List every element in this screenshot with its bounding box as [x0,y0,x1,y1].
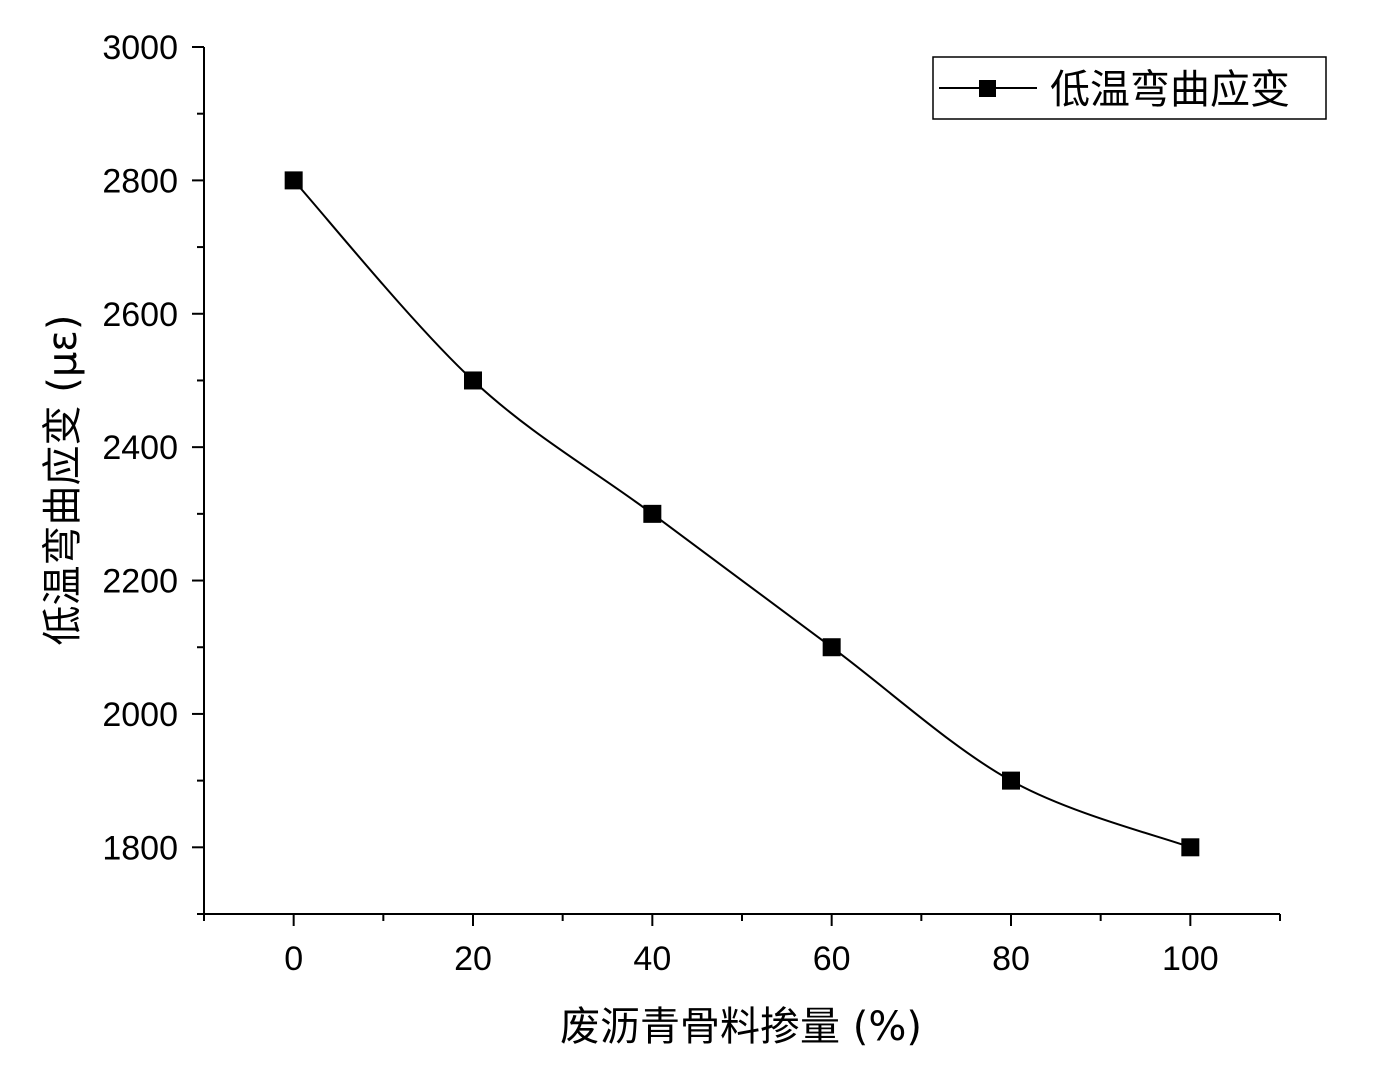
data-point [823,638,841,656]
x-tick-label: 0 [284,940,303,978]
x-tick-label: 20 [454,940,492,978]
data-point [1181,838,1199,856]
y-tick-label: 2800 [102,162,178,200]
x-tick-label: 60 [813,940,851,978]
x-axis-title: 废沥青骨料掺量 (%) [560,1004,922,1050]
legend-label: 低温弯曲应变 [1050,67,1290,113]
series-line [294,180,1191,847]
y-tick-label: 3000 [102,29,178,67]
y-tick-label: 1800 [102,829,178,867]
data-point [643,505,661,523]
y-axis-ticks: 1800 2000 2200 2400 2600 2800 3000 [102,29,204,914]
data-point [285,171,303,189]
y-tick-label: 2000 [102,696,178,734]
x-tick-label: 80 [992,940,1030,978]
data-point [464,371,482,389]
legend-marker [979,80,996,97]
x-tick-label: 40 [633,940,671,978]
y-axis-title: 低温弯曲应变 (με) [40,315,86,646]
series-layer [285,171,1200,856]
y-tick-label: 2200 [102,563,178,601]
axes [204,47,1280,914]
x-tick-label: 100 [1162,940,1219,978]
y-tick-label: 2400 [102,429,178,467]
data-point [1002,772,1020,790]
legend: 低温弯曲应变 [933,57,1326,119]
x-axis-ticks: 0 20 40 60 80 100 [204,914,1280,978]
y-tick-label: 2600 [102,296,178,334]
